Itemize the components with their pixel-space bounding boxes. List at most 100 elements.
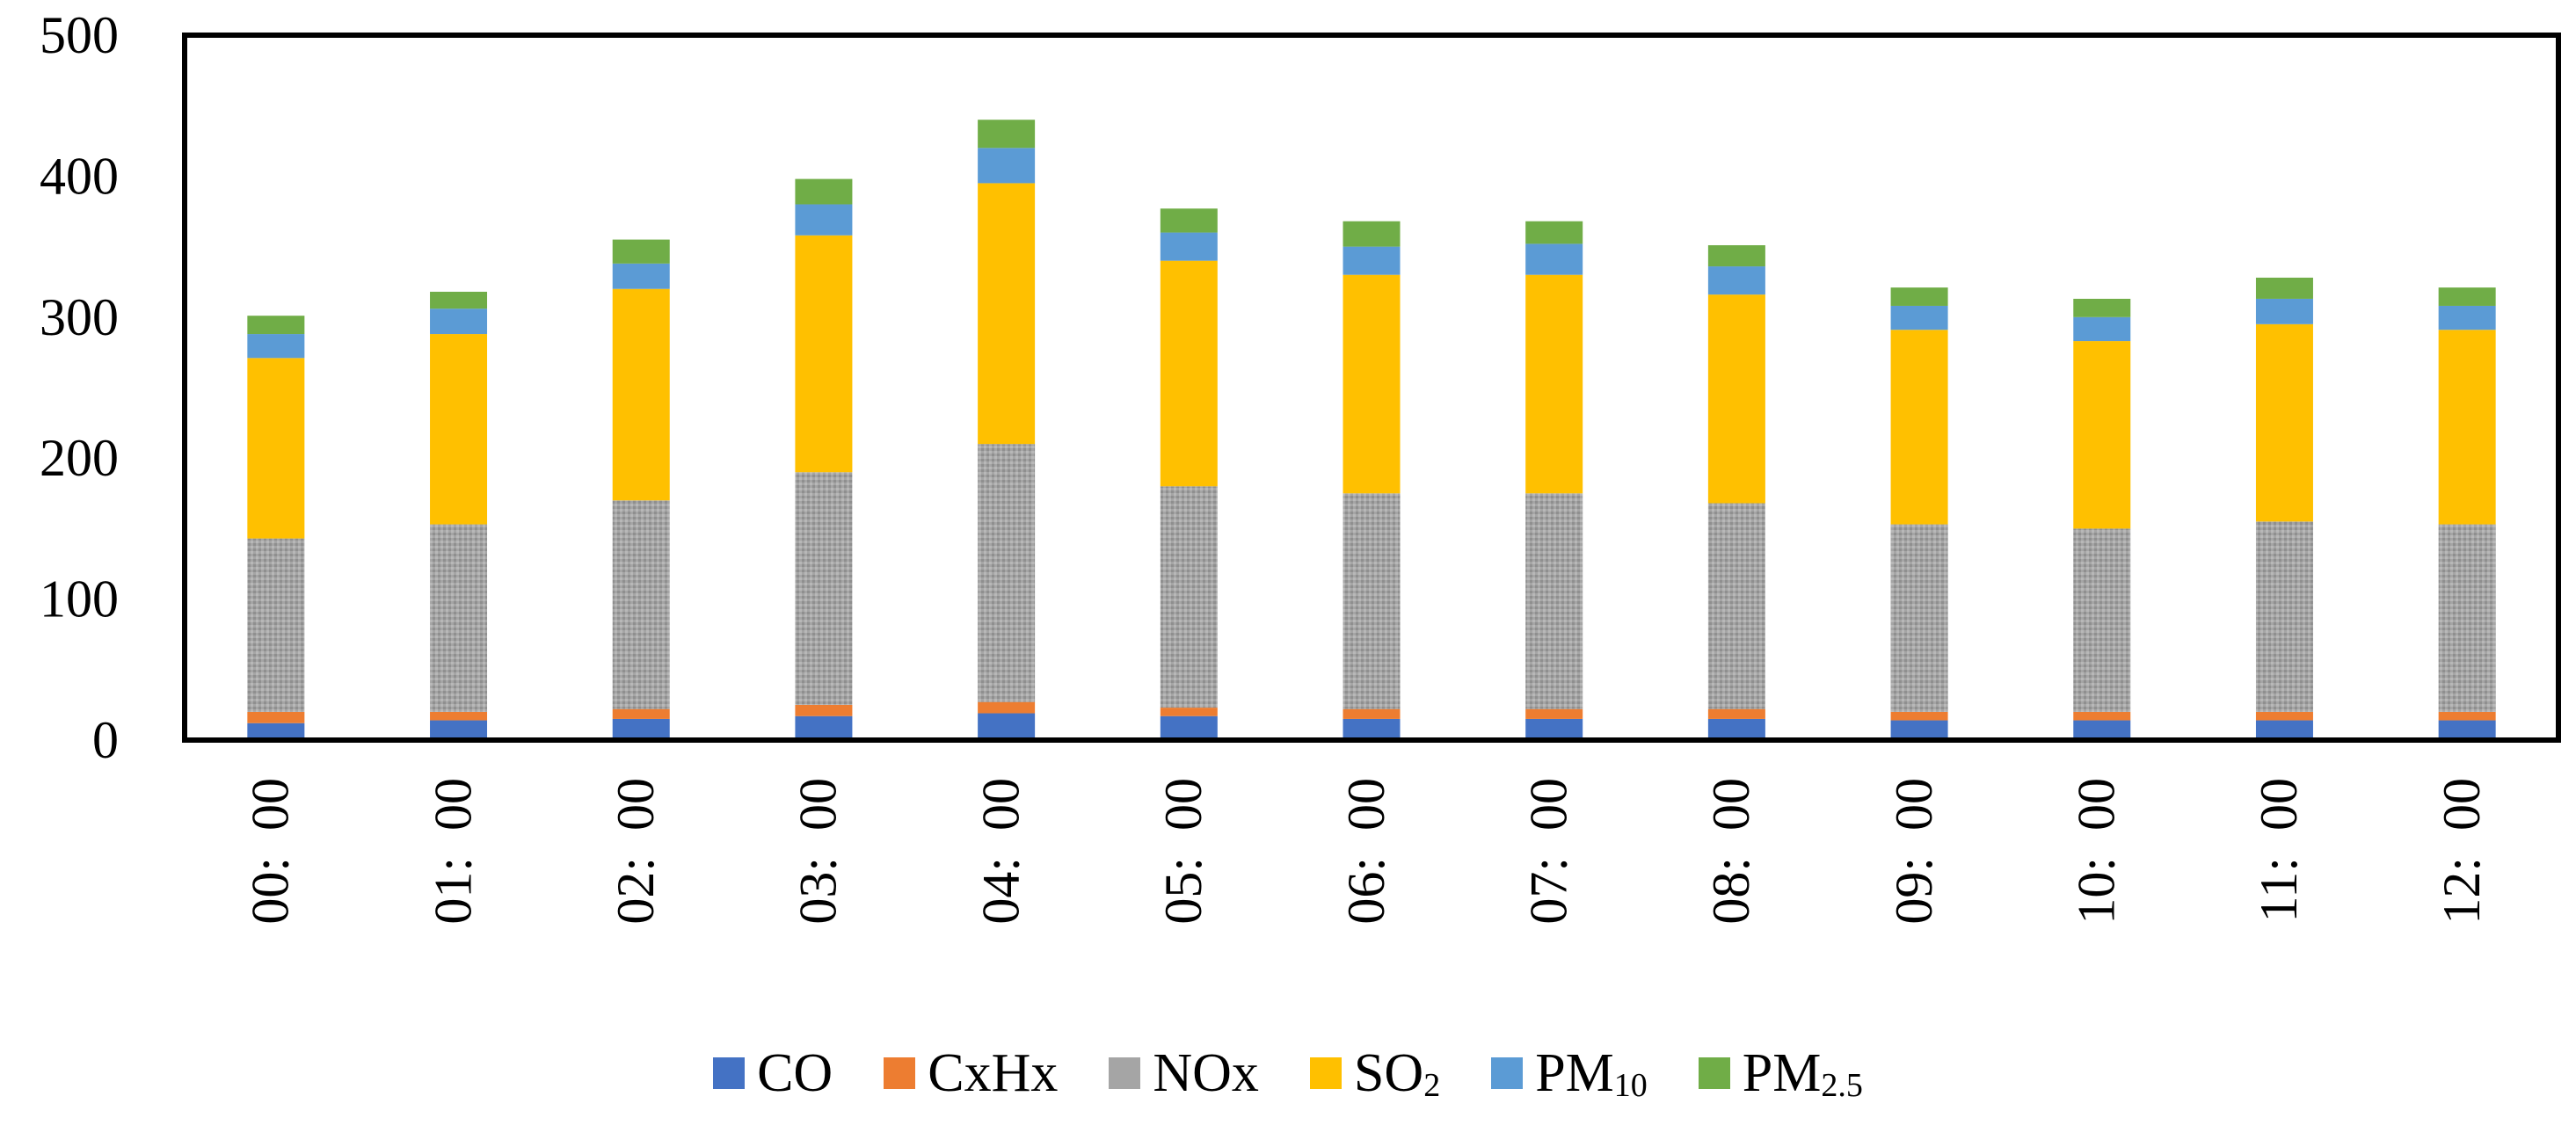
bar-so2-12 [2438,330,2496,525]
bar-pm25-4 [978,120,1036,149]
bar-pm25-2 [612,239,670,264]
bar-cxhx-1 [430,711,488,721]
bar-cxhx-5 [1160,708,1218,716]
y-tick-label: 300 [40,288,119,346]
bar-co-2 [612,718,670,740]
bar-nox-10 [2073,528,2131,712]
legend-label-subscript: 2.5 [1821,1067,1863,1104]
bar-co-6 [1343,718,1401,740]
x-tick-label: 10: 00 [2068,778,2126,925]
bar-so2-11 [2255,323,2313,522]
bar-pm10-11 [2255,298,2313,324]
bar-nox-7 [1525,493,1583,709]
bar-so2-6 [1343,274,1401,494]
bar-pm10-9 [1890,305,1948,330]
bar-pm10-12 [2438,305,2496,330]
x-tick-label: 00: 00 [242,778,300,925]
y-tick-label: 200 [40,429,119,487]
legend-swatch [713,1057,746,1089]
legend-item-so2: SO2 [1309,1043,1440,1103]
bar-cxhx-12 [2438,711,2496,721]
plot-area-frame [182,33,2561,743]
legend-label-main: SO [1353,1043,1424,1103]
bar-pm10-8 [1707,266,1765,295]
bar-nox-2 [612,500,670,709]
legend-label-main: PM [1742,1043,1822,1103]
bar-cxhx-6 [1343,708,1401,719]
bar-nox-8 [1707,503,1765,709]
x-tick-label: 02: 00 [607,778,665,925]
legend-label-main: NOx [1153,1043,1259,1103]
legend-label-main: PM [1535,1043,1614,1103]
y-tick-label: 400 [40,147,119,205]
bar-so2-5 [1160,260,1218,487]
bar-pm10-2 [612,263,670,289]
bar-pm25-0 [247,316,305,335]
legend-label: CxHx [928,1046,1058,1100]
legend-swatch [1309,1057,1342,1089]
bar-co-8 [1707,718,1765,740]
bar-pm25-1 [430,291,488,309]
bar-pm10-7 [1525,243,1583,275]
bar-so2-4 [978,183,1036,445]
bar-nox-1 [430,524,488,712]
legend-label: PM10 [1535,1043,1648,1103]
bar-co-0 [247,722,305,740]
legend-label: CO [757,1046,833,1100]
bar-co-3 [795,715,853,740]
bar-cxhx-3 [795,704,853,716]
legend-label-main: CxHx [928,1043,1059,1103]
bar-pm10-5 [1160,232,1218,261]
bar-pm25-9 [1890,287,1948,306]
bar-cxhx-9 [1890,711,1948,721]
legend-label-subscript: 2 [1423,1067,1441,1104]
legend-label: SO2 [1353,1043,1440,1103]
bar-so2-0 [247,358,305,539]
legend-label: PM2.5 [1742,1043,1863,1103]
legend-item-pm25: PM2.5 [1698,1043,1863,1103]
bar-pm10-3 [795,204,853,236]
legend-item-nox: NOx [1109,1046,1259,1100]
bar-nox-11 [2255,521,2313,712]
bar-co-7 [1525,718,1583,740]
bar-pm25-10 [2073,298,2131,317]
bar-cxhx-10 [2073,711,2131,721]
x-tick-label: 06: 00 [1337,778,1395,925]
x-tick-label: 07: 00 [1519,778,1577,925]
y-axis: 0 100 200 300 400 500 [40,6,119,769]
bar-pm25-12 [2438,287,2496,306]
legend-swatch [1698,1057,1730,1089]
bar-co-1 [430,720,488,740]
bar-co-5 [1160,715,1218,740]
x-tick-label: 01: 00 [424,778,482,925]
legend-item-pm10: PM10 [1491,1043,1648,1103]
bar-pm25-7 [1525,221,1583,244]
bars [247,120,2496,740]
bar-pm10-10 [2073,316,2131,342]
x-tick-label: 12: 00 [2433,778,2491,925]
legend: CO CxHx NOx SO2 PM10 PM2.5 [0,1043,2576,1103]
bar-cxhx-7 [1525,708,1583,719]
bar-nox-6 [1343,493,1401,709]
bar-pm10-6 [1343,246,1401,275]
bar-pm10-0 [247,334,305,359]
x-tick-label: 08: 00 [1702,778,1760,925]
bar-co-9 [1890,720,1948,740]
bar-so2-2 [612,288,670,501]
bar-nox-4 [978,444,1036,702]
bar-nox-3 [795,472,853,705]
bar-cxhx-2 [612,708,670,719]
bar-co-4 [978,713,1036,740]
bar-cxhx-11 [2255,711,2313,721]
bar-so2-10 [2073,341,2131,529]
bar-pm25-8 [1707,244,1765,267]
bar-pm25-6 [1343,221,1401,247]
legend-item-cxhx: CxHx [884,1046,1058,1100]
y-tick-label: 500 [40,6,119,64]
x-tick-label: 09: 00 [1885,778,1943,925]
bar-co-10 [2073,720,2131,740]
bar-pm10-4 [978,148,1036,184]
y-tick-label: 0 [92,711,119,769]
legend-item-co: CO [713,1046,833,1100]
legend-swatch [1109,1057,1141,1089]
